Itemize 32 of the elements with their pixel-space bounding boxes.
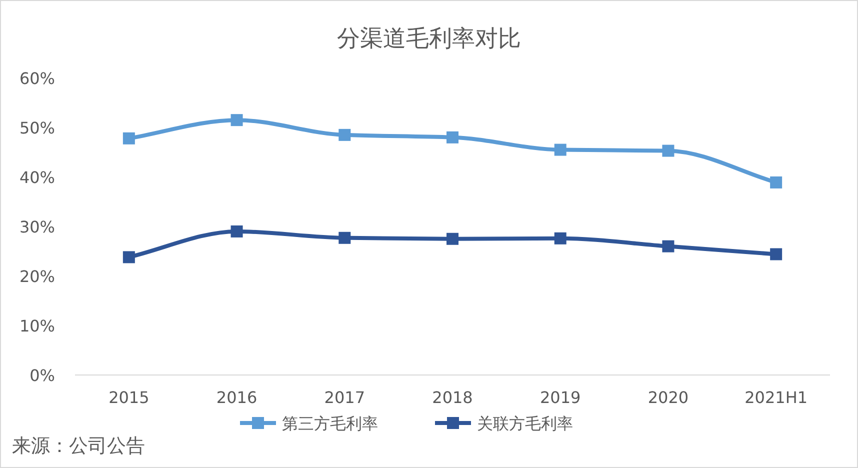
point xyxy=(446,131,458,144)
point xyxy=(338,128,351,141)
point xyxy=(230,225,243,238)
y-tick-label: 10% xyxy=(19,316,55,336)
y-tick-label: 30% xyxy=(19,218,55,236)
x-tick-label: 2015 xyxy=(108,388,150,407)
point xyxy=(122,251,135,264)
point xyxy=(230,114,243,126)
point xyxy=(662,240,674,252)
legend-label: 关联方毛利率 xyxy=(477,414,573,433)
x-tick-label: 2018 xyxy=(432,388,473,407)
y-tick-label: 60% xyxy=(19,69,55,88)
point xyxy=(338,232,351,244)
y-tick-label: 20% xyxy=(19,267,55,286)
y-tick-label: 40% xyxy=(19,168,55,187)
x-tick-label: 2020 xyxy=(648,388,689,407)
source-note: 来源：公司公告 xyxy=(12,435,145,457)
point xyxy=(770,248,782,260)
x-tick-label: 2019 xyxy=(540,388,581,407)
point xyxy=(770,176,782,188)
x-tick-label: 2021H1 xyxy=(744,388,808,407)
x-tick-label: 2017 xyxy=(324,388,365,407)
y-tick-label: 0% xyxy=(30,366,55,385)
y-tick-label: 50% xyxy=(19,118,55,138)
point xyxy=(554,232,566,244)
point xyxy=(446,232,458,245)
point xyxy=(122,132,135,144)
x-tick-label: 2016 xyxy=(216,388,258,407)
title: 分渠道毛利率对比 xyxy=(337,26,521,52)
legend-label: 第三方毛利率 xyxy=(282,414,378,433)
point xyxy=(662,144,674,157)
point xyxy=(554,144,566,156)
